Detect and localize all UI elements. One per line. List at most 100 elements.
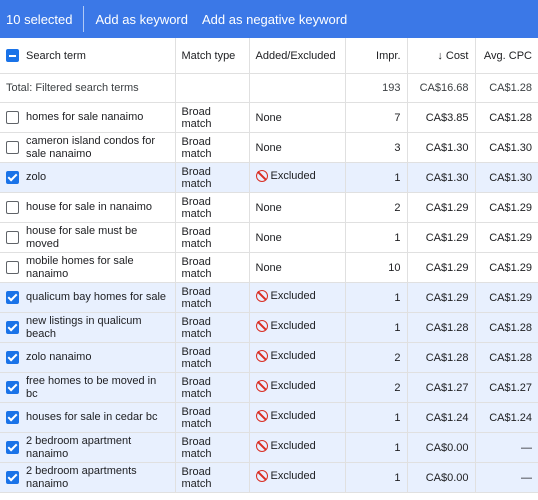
avg-cpc-cell: CA$1.28 [475,312,538,343]
table-row[interactable]: house for sale in nanaimo Broad match None… [0,192,538,223]
avg-cpc-cell: CA$1.28 [475,102,538,133]
status-label: Excluded [270,380,316,392]
table-row[interactable]: mobile homes for sale nanaimo Broad match… [0,252,538,283]
table-row[interactable]: 2 bedroom apartments nanaimo Broad match E… [0,462,538,493]
status-label: Excluded [270,350,316,362]
row-checkbox[interactable] [6,261,19,274]
cost-cell: CA$1.30 [407,162,476,193]
cost-cell: CA$0.00 [407,432,476,463]
header-row: Search term Match type Added/Excluded Im… [0,38,538,74]
search-term-cell: 2 bedroom apartment nanaimo [20,432,176,463]
impr-cell: 1 [345,312,408,343]
search-term-cell: zolo [20,162,176,193]
avg-cpc-cell: CA$1.28 [475,342,538,373]
row-checkbox[interactable] [6,321,19,334]
row-checkbox[interactable] [6,381,19,394]
row-checkbox-cell [0,312,20,343]
cost-cell: CA$1.28 [407,342,476,373]
row-checkbox[interactable] [6,471,19,484]
column-added-excluded[interactable]: Added/Excluded [249,38,346,74]
search-term-cell: homes for sale nanaimo [20,102,176,133]
row-checkbox[interactable] [6,411,19,424]
search-term-cell: cameron island condos for sale nanaimo [20,132,176,163]
impr-cell: 2 [345,342,408,373]
cost-cell: CA$1.27 [407,372,476,403]
status-label: Excluded [270,320,316,332]
row-checkbox[interactable] [6,141,19,154]
status-label: Excluded [270,440,316,452]
impr-cell: 1 [345,462,408,493]
table-row[interactable]: zolo Broad match Excluded 1 CA$1.30 CA$1.30 [0,162,538,193]
added-excluded-cell: None [249,192,346,223]
match-type-cell: Broad match [175,102,250,133]
selection-toolbar: 10 selected Add as keyword Add as negati… [0,0,538,38]
column-impr[interactable]: Impr. [345,38,408,74]
search-term-cell: zolo nanaimo [20,342,176,373]
cost-cell: CA$1.24 [407,402,476,433]
row-checkbox[interactable] [6,201,19,214]
match-type-cell: Broad match [175,312,250,343]
add-as-keyword-button[interactable]: Add as keyword [95,11,189,27]
ban-icon [255,170,268,182]
table-row[interactable]: zolo nanaimo Broad match Excluded 2 CA$1.28 C… [0,342,538,373]
toolbar-divider [82,6,84,32]
added-excluded-cell: Excluded [249,312,346,343]
impr-cell: 7 [345,102,408,133]
impr-cell: 3 [345,132,408,163]
search-term-cell: qualicum bay homes for sale [20,282,176,313]
row-checkbox[interactable] [6,441,19,454]
status-label: Excluded [270,470,316,482]
table-row[interactable]: cameron island condos for sale nanaimo Br… [0,132,538,163]
row-checkbox[interactable] [6,231,19,244]
search-term-cell: new listings in qualicum beach [20,312,176,343]
avg-cpc-cell: CA$1.30 [475,162,538,193]
table-row[interactable]: qualicum bay homes for sale Broad match Ex… [0,282,538,313]
row-checkbox-cell [0,102,20,133]
column-cost[interactable]: ↓ Cost [407,38,476,74]
match-type-cell: Broad match [175,192,250,223]
select-all-cell [0,38,20,74]
column-search-term[interactable]: Search term [20,38,176,74]
avg-cpc-cell: CA$1.29 [475,252,538,283]
added-excluded-cell: None [249,252,346,283]
column-match-type[interactable]: Match type [175,38,250,74]
avg-cpc-cell: CA$1.24 [475,402,538,433]
search-terms-table: Search term Match type Added/Excluded Im… [0,38,538,493]
cost-cell: CA$1.29 [407,192,476,223]
avg-cpc-cell: CA$1.30 [475,132,538,163]
match-type-cell: Broad match [175,342,250,373]
match-type-cell: Broad match [175,222,250,253]
ban-icon [255,290,268,302]
row-checkbox-cell [0,432,20,463]
select-all-checkbox[interactable] [6,49,19,62]
search-term-cell: free homes to be moved in bc [20,372,176,403]
row-checkbox-cell [0,222,20,253]
impr-cell: 2 [345,192,408,223]
row-checkbox[interactable] [6,291,19,304]
ban-icon [255,440,268,452]
match-type-cell: Broad match [175,132,250,163]
match-type-cell: Broad match [175,402,250,433]
table-row[interactable]: homes for sale nanaimo Broad match None 7 CA… [0,102,538,133]
row-checkbox-cell [0,372,20,403]
avg-cpc-cell: CA$1.29 [475,282,538,313]
table-row[interactable]: 2 bedroom apartment nanaimo Broad match Ex… [0,432,538,463]
add-as-negative-keyword-button[interactable]: Add as negative keyword [202,11,348,27]
table-row[interactable]: free homes to be moved in bc Broad match E… [0,372,538,403]
selected-count: 10 selected [6,11,73,27]
cost-cell: CA$1.28 [407,312,476,343]
row-checkbox[interactable] [6,171,19,184]
table-row[interactable]: new listings in qualicum beach Broad matc… [0,312,538,343]
ban-icon [255,380,268,392]
table-row[interactable]: houses for sale in cedar bc Broad match Ex… [0,402,538,433]
table-row[interactable]: house for sale must be moved Broad match N… [0,222,538,253]
total-avg-cpc: CA$1.28 [475,73,538,103]
total-status-empty [249,73,346,103]
row-checkbox[interactable] [6,111,19,124]
column-avg-cpc[interactable]: Avg. CPC [475,38,538,74]
total-label: Total: Filtered search terms [0,73,176,103]
search-term-cell: house for sale must be moved [20,222,176,253]
row-checkbox-cell [0,462,20,493]
status-label: Excluded [270,410,316,422]
row-checkbox[interactable] [6,351,19,364]
